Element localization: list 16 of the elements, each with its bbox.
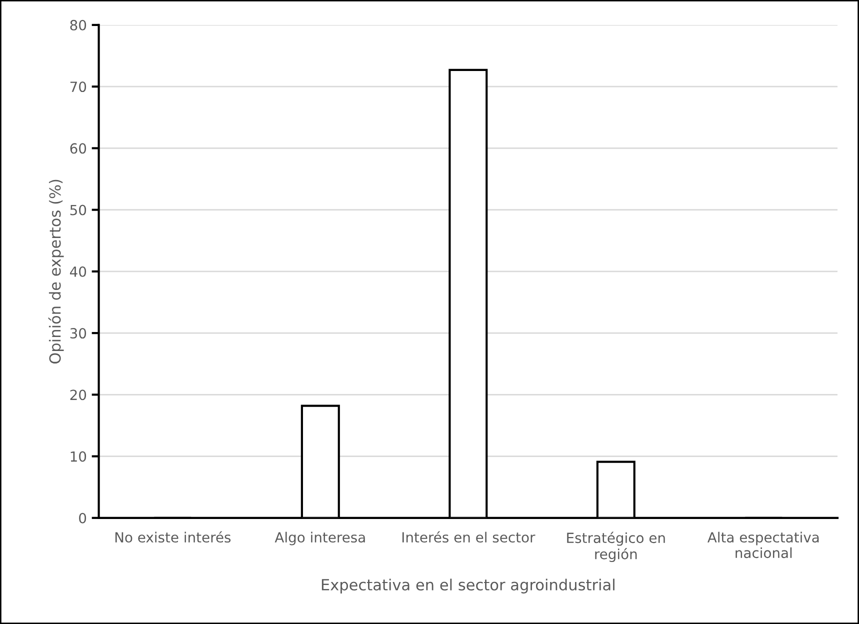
- x-tick-label: Estratégico en región: [567, 532, 665, 562]
- y-axis-title: Opinión de expertos (%): [48, 180, 64, 364]
- y-tick-label: 80: [70, 20, 86, 30]
- x-tick-label: No existe interés: [115, 531, 231, 543]
- y-tick-label: 0: [79, 512, 86, 524]
- x-tick-label: Alta espectativa nacional: [708, 532, 819, 558]
- y-tick-label: 60: [70, 143, 86, 154]
- y-tick-label: 40: [70, 266, 86, 277]
- y-tick-label: 50: [70, 204, 86, 216]
- x-tick-label: Algo interesa: [274, 532, 365, 546]
- y-tick-label: 70: [70, 82, 86, 92]
- y-tick-label: 20: [70, 390, 86, 400]
- y-tick-label: 30: [70, 328, 86, 339]
- x-tick-label: Interés en el sector: [402, 531, 536, 543]
- x-axis-title: Expectativa en el sector agroindustrial: [322, 578, 614, 594]
- y-tick-label: 10: [70, 451, 86, 462]
